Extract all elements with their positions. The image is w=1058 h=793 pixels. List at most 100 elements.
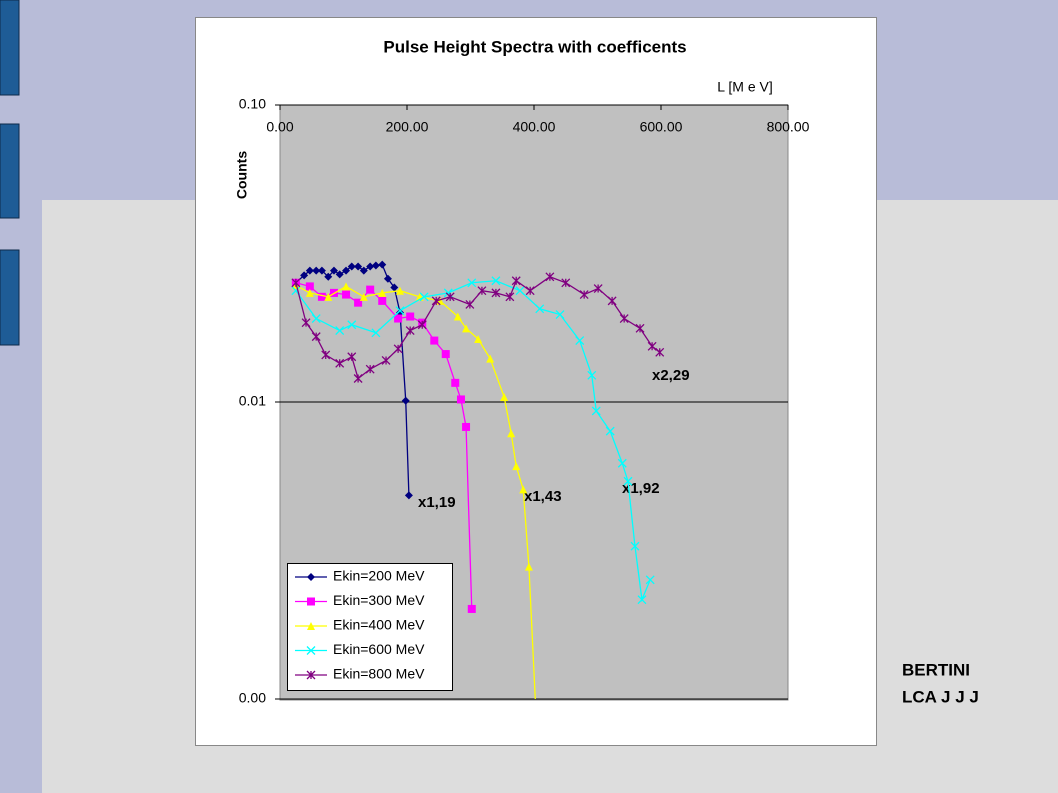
marker: [312, 266, 321, 275]
marker: [378, 260, 387, 269]
marker: [307, 597, 315, 606]
marker: [300, 271, 309, 280]
series-group: [291, 260, 665, 700]
marker: [575, 336, 585, 346]
marker: [383, 274, 392, 283]
marker: [347, 262, 356, 271]
marker: [394, 314, 403, 323]
marker: [515, 286, 525, 296]
marker: [365, 364, 375, 374]
marker: [507, 429, 516, 438]
marker: [353, 374, 363, 383]
marker: [406, 312, 415, 321]
x-tick-label: 800.00: [767, 119, 810, 135]
marker: [545, 272, 555, 282]
marker: [635, 323, 645, 333]
marker: [524, 562, 533, 571]
side-note: LCA J J J: [902, 687, 979, 706]
marker: [396, 286, 405, 295]
marker: [404, 491, 413, 500]
y-tick-label: 0.00: [239, 690, 266, 706]
annotation: x1,19: [418, 494, 456, 511]
legend-label: Ekin=300 MeV: [333, 592, 425, 608]
marker: [306, 646, 316, 655]
marker: [512, 462, 521, 471]
marker: [647, 341, 657, 351]
marker: [329, 266, 338, 275]
marker: [324, 272, 333, 281]
marker: [453, 312, 462, 321]
marker: [623, 476, 633, 486]
marker: [335, 326, 345, 336]
marker: [401, 396, 410, 405]
marker: [335, 270, 344, 279]
marker: [511, 276, 521, 286]
marker: [342, 282, 351, 291]
side-tab: [0, 123, 20, 219]
marker: [342, 266, 351, 275]
marker: [305, 288, 314, 297]
marker: [477, 286, 487, 296]
marker: [354, 262, 363, 271]
marker: [467, 604, 476, 613]
marker: [417, 320, 427, 330]
marker: [366, 285, 375, 294]
chart-title: Pulse Height Spectra with coefficents: [383, 37, 686, 56]
legend-label: Ekin=600 MeV: [333, 641, 425, 657]
marker: [525, 286, 535, 296]
marker: [637, 595, 647, 605]
marker: [419, 292, 429, 302]
marker: [617, 458, 627, 468]
side-note: BERTINI: [902, 660, 970, 679]
marker: [347, 352, 357, 362]
marker: [462, 324, 471, 333]
marker: [342, 290, 351, 299]
marker: [324, 292, 333, 301]
marker: [462, 422, 471, 431]
y-tick-label: 0.01: [239, 393, 266, 409]
marker: [307, 573, 315, 581]
marker: [535, 304, 545, 314]
marker: [305, 282, 314, 291]
marker: [445, 292, 455, 302]
x-tick-label: 600.00: [640, 119, 683, 135]
legend-label: Ekin=200 MeV: [333, 568, 425, 584]
marker: [451, 378, 460, 387]
annotation: x1,43: [524, 488, 562, 505]
marker: [630, 541, 640, 551]
side-tab: [0, 249, 20, 346]
marker: [381, 355, 391, 365]
marker: [467, 278, 477, 288]
x-tick-label: 400.00: [513, 119, 556, 135]
marker: [378, 288, 387, 297]
marker: [359, 266, 368, 275]
marker: [371, 328, 381, 338]
marker: [311, 332, 321, 342]
marker: [561, 278, 571, 288]
marker: [291, 278, 301, 288]
marker: [307, 622, 315, 630]
marker: [474, 334, 483, 343]
marker: [465, 300, 475, 309]
annotation: x2,29: [652, 367, 690, 384]
y-tick-label: 0.10: [239, 96, 266, 112]
marker: [500, 392, 509, 401]
marker: [605, 426, 615, 436]
marker: [371, 261, 380, 270]
marker: [317, 292, 326, 301]
legend-label: Ekin=800 MeV: [333, 666, 425, 682]
x-tick-label: 200.00: [386, 119, 429, 135]
marker: [491, 276, 501, 286]
marker: [579, 290, 589, 300]
marker: [335, 358, 345, 368]
marker: [321, 350, 331, 360]
x-tick-label: 0.00: [266, 119, 293, 135]
marker: [393, 344, 403, 354]
marker: [390, 283, 399, 292]
marker: [431, 296, 441, 306]
marker: [378, 296, 387, 305]
legend-label: Ekin=400 MeV: [333, 617, 425, 633]
marker: [366, 262, 375, 271]
marker: [555, 310, 565, 320]
